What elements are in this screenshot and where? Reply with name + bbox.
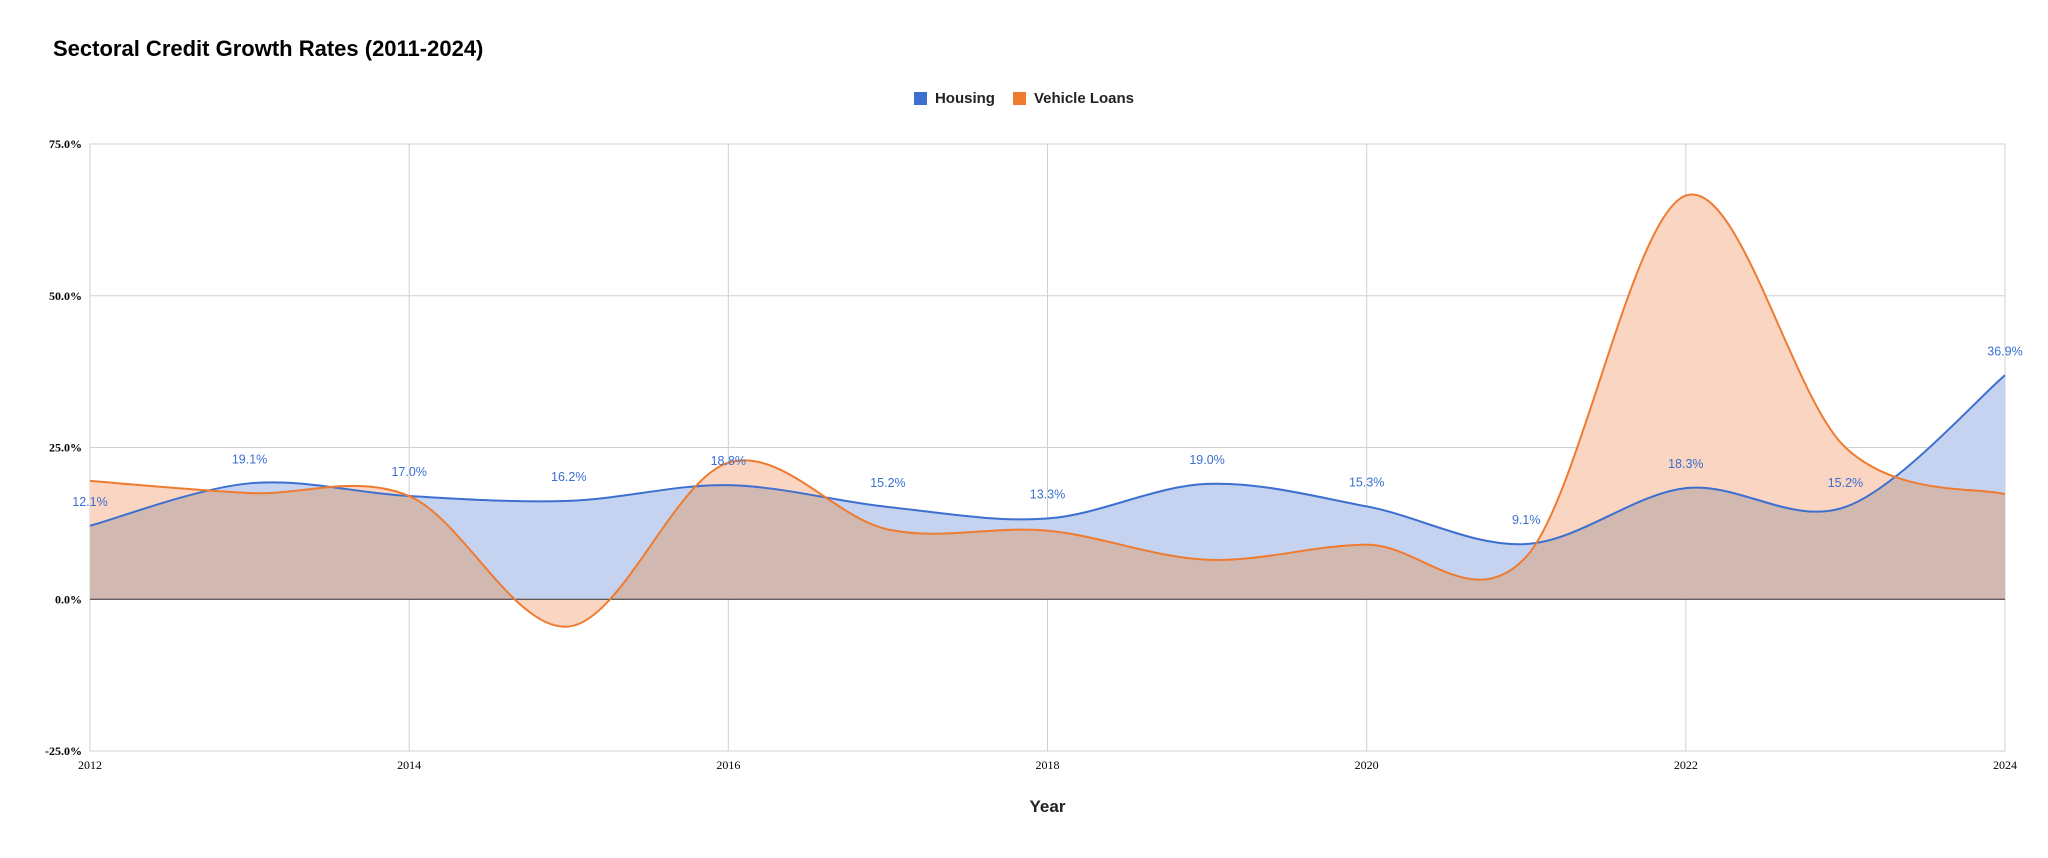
housing-area — [90, 375, 2005, 600]
housing-data-label: 15.2% — [1828, 476, 1863, 490]
y-tick-label: 75.0% — [49, 137, 82, 151]
housing-data-label: 18.8% — [711, 454, 746, 468]
legend-label-housing: Housing — [934, 90, 995, 107]
chart-legend: Housing Vehicle Loans — [0, 90, 2048, 107]
legend-label-vehicle-loans: Vehicle Loans — [1033, 90, 1135, 107]
x-tick-label: 2014 — [397, 758, 421, 772]
chart-title: Sectoral Credit Growth Rates (2011-2024) — [53, 36, 484, 61]
housing-data-label: 36.9% — [1987, 344, 2022, 358]
housing-data-label: 17.0% — [391, 465, 426, 479]
housing-data-label: 16.2% — [551, 470, 586, 484]
vehicle-loans-line — [89, 193, 2006, 628]
y-tick-label: 0.0% — [55, 592, 82, 606]
housing-data-label: 19.1% — [232, 452, 267, 466]
housing-data-label: 9.1% — [1512, 513, 1541, 527]
housing-data-label: 18.3% — [1668, 457, 1703, 471]
x-tick-label: 2024 — [1993, 758, 2017, 772]
housing-data-label: 15.3% — [1349, 475, 1384, 489]
x-tick-label: 2012 — [78, 758, 102, 772]
x-tick-label: 2022 — [1674, 758, 1698, 772]
housing-data-label: 19.0% — [1189, 453, 1224, 467]
y-tick-label: 50.0% — [49, 289, 82, 303]
legend-swatch-vehicle-loans — [1012, 92, 1026, 105]
legend-swatch-housing — [913, 92, 927, 105]
legend-item-housing[interactable]: Housing — [913, 90, 995, 107]
housing-data-label: 13.3% — [1030, 488, 1065, 502]
x-axis-label: Year — [1030, 797, 1066, 816]
x-tick-label: 2020 — [1355, 758, 1379, 772]
housing-data-label: 12.1% — [72, 495, 107, 509]
y-tick-label: -25.0% — [45, 744, 82, 758]
x-tick-label: 2016 — [716, 758, 740, 772]
y-tick-label: 25.0% — [49, 441, 82, 455]
housing-data-label: 15.2% — [870, 476, 905, 490]
x-tick-label: 2018 — [1036, 758, 1060, 772]
legend-item-vehicle-loans[interactable]: Vehicle Loans — [1012, 90, 1135, 107]
